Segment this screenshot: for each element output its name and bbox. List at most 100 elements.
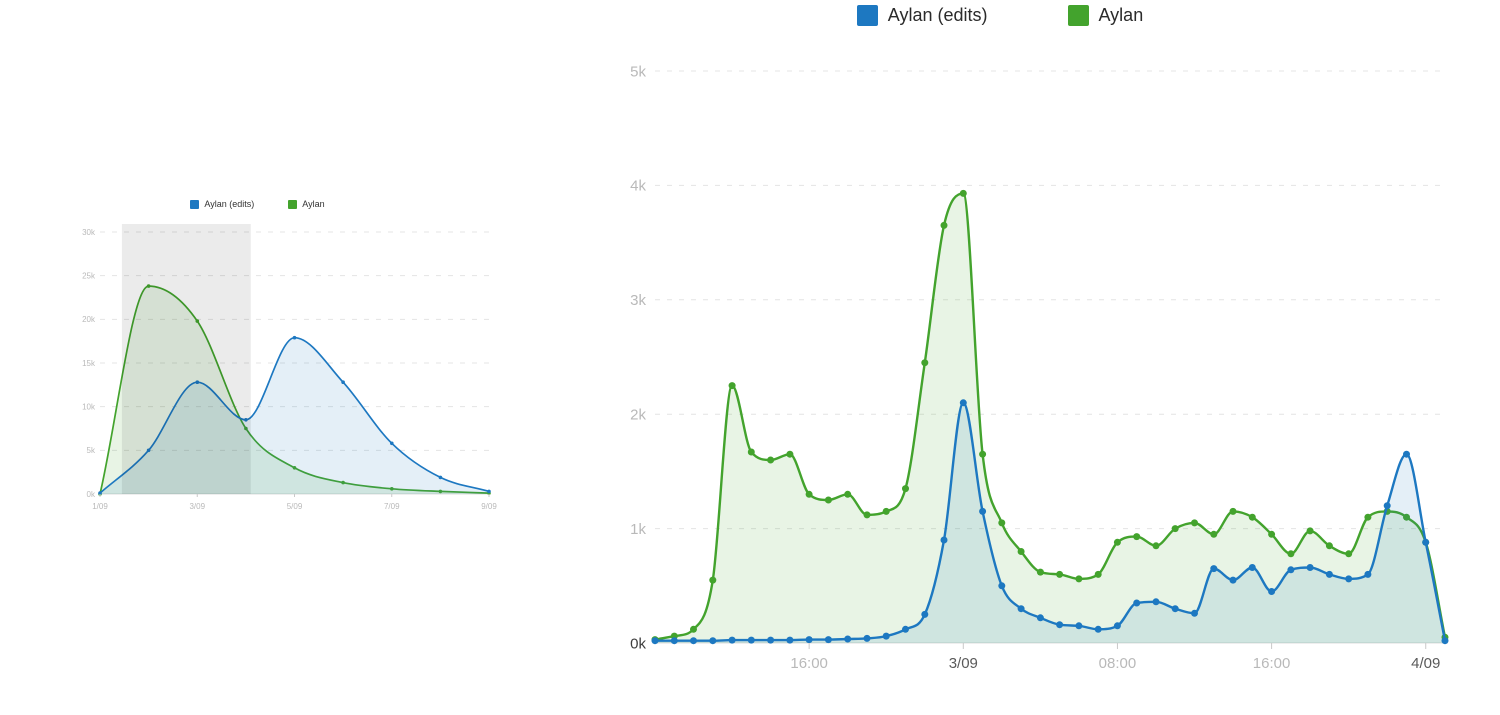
data-point-aylan-edits[interactable] <box>709 637 717 645</box>
data-point-aylan-edits[interactable] <box>1191 609 1198 617</box>
data-point-aylan-edits[interactable] <box>690 637 697 645</box>
data-point-aylan-edits[interactable] <box>1287 566 1295 574</box>
data-point-aylan[interactable] <box>244 426 248 431</box>
data-point-aylan-edits[interactable] <box>1210 565 1218 573</box>
data-point-aylan-edits[interactable] <box>1306 564 1314 571</box>
data-point-aylan-edits[interactable] <box>998 582 1006 590</box>
data-point-aylan[interactable] <box>1268 530 1276 538</box>
data-point-aylan[interactable] <box>1210 530 1218 538</box>
data-point-aylan[interactable] <box>1171 525 1179 533</box>
data-point-aylan-edits[interactable] <box>767 636 775 644</box>
data-point-aylan-edits[interactable] <box>1325 570 1333 578</box>
data-point-aylan[interactable] <box>341 480 345 485</box>
data-point-aylan-edits[interactable] <box>438 475 443 480</box>
data-point-aylan[interactable] <box>979 450 987 458</box>
data-point-aylan[interactable] <box>1191 519 1198 527</box>
data-point-aylan-edits[interactable] <box>670 637 678 645</box>
data-point-aylan-edits[interactable] <box>390 441 394 446</box>
legend-item-aylan-edits-small[interactable]: Aylan (edits) <box>190 199 254 209</box>
data-point-aylan[interactable] <box>709 576 717 584</box>
data-point-aylan-edits[interactable] <box>651 637 659 645</box>
overview-chart[interactable]: 0k 5k 10k 15k 20k 25k 30k 1/09 3/09 5/09 7/09 9/09 <box>75 212 510 517</box>
data-point-aylan-edits[interactable] <box>1152 598 1160 606</box>
selection-brush[interactable] <box>121 224 251 494</box>
data-point-aylan-edits[interactable] <box>244 418 248 422</box>
data-point-aylan[interactable] <box>1403 513 1410 521</box>
data-point-aylan[interactable] <box>998 519 1006 527</box>
data-point-aylan[interactable] <box>1345 550 1353 558</box>
data-point-aylan[interactable] <box>959 189 967 197</box>
data-point-aylan-edits[interactable] <box>98 491 102 495</box>
data-point-aylan[interactable] <box>921 359 929 367</box>
data-point-aylan[interactable] <box>1133 533 1141 541</box>
data-point-aylan-edits[interactable] <box>1113 622 1121 630</box>
data-point-aylan[interactable] <box>195 319 200 323</box>
data-point-aylan[interactable] <box>940 221 948 229</box>
data-point-aylan-edits[interactable] <box>902 625 909 633</box>
data-point-aylan[interactable] <box>805 490 813 498</box>
legend-item-aylan-edits[interactable]: Aylan (edits) <box>856 5 988 26</box>
data-point-aylan-edits[interactable] <box>1248 564 1256 571</box>
legend-item-aylan[interactable]: Aylan <box>1067 5 1143 26</box>
data-point-aylan-edits[interactable] <box>1056 621 1064 629</box>
data-point-aylan[interactable] <box>1248 513 1256 521</box>
data-point-aylan-edits[interactable] <box>1171 605 1179 613</box>
data-point-aylan[interactable] <box>1094 570 1102 578</box>
data-point-aylan-edits[interactable] <box>292 335 297 340</box>
data-point-aylan-edits[interactable] <box>1094 625 1102 633</box>
data-point-aylan[interactable] <box>824 496 832 504</box>
detail-chart[interactable]: 0k 1k 2k 3k 4k 5k 16:00 3/09 08:00 16:00 4/09 <box>600 0 1470 700</box>
data-point-aylan-edits[interactable] <box>979 507 987 515</box>
data-point-aylan[interactable] <box>1287 550 1295 558</box>
data-point-aylan[interactable] <box>1364 513 1372 521</box>
data-point-aylan[interactable] <box>767 456 775 464</box>
data-point-aylan[interactable] <box>786 450 794 458</box>
data-point-aylan[interactable] <box>146 284 151 288</box>
data-point-aylan-edits[interactable] <box>1017 605 1025 613</box>
data-point-aylan[interactable] <box>747 448 755 456</box>
data-point-aylan-edits[interactable] <box>747 636 755 644</box>
data-point-aylan-edits[interactable] <box>1268 588 1276 595</box>
data-point-aylan-edits[interactable] <box>1075 622 1083 630</box>
data-point-aylan-edits[interactable] <box>195 380 200 384</box>
data-point-aylan-edits[interactable] <box>921 610 929 618</box>
data-point-aylan-edits[interactable] <box>882 632 890 640</box>
data-point-aylan-edits[interactable] <box>1229 576 1237 584</box>
data-point-aylan[interactable] <box>863 511 871 519</box>
data-point-aylan[interactable] <box>390 487 394 491</box>
data-point-aylan-edits[interactable] <box>844 635 852 643</box>
data-point-aylan-edits[interactable] <box>1403 450 1410 458</box>
data-point-aylan[interactable] <box>292 466 297 470</box>
data-point-aylan[interactable] <box>1036 568 1044 576</box>
legend-item-aylan-small[interactable]: Aylan <box>288 199 325 209</box>
data-point-aylan[interactable] <box>882 507 890 515</box>
data-point-aylan-edits[interactable] <box>786 636 794 644</box>
data-point-aylan[interactable] <box>844 490 852 498</box>
data-point-aylan-edits[interactable] <box>1345 575 1353 583</box>
data-point-aylan-edits[interactable] <box>341 380 345 384</box>
data-point-aylan[interactable] <box>438 489 443 494</box>
data-point-aylan-edits[interactable] <box>1133 599 1141 607</box>
data-point-aylan-edits[interactable] <box>805 636 813 644</box>
data-point-aylan-edits[interactable] <box>1383 502 1391 510</box>
data-point-aylan[interactable] <box>1075 575 1083 583</box>
data-point-aylan-edits[interactable] <box>146 448 151 453</box>
data-point-aylan-edits[interactable] <box>940 536 948 544</box>
data-point-aylan-edits[interactable] <box>959 399 967 407</box>
data-point-aylan[interactable] <box>1229 507 1237 515</box>
data-point-aylan[interactable] <box>902 485 909 493</box>
data-point-aylan[interactable] <box>1325 542 1333 550</box>
data-point-aylan[interactable] <box>1056 570 1064 578</box>
data-point-aylan-edits[interactable] <box>1036 614 1044 622</box>
data-point-aylan-edits[interactable] <box>1364 570 1372 578</box>
data-point-aylan-edits[interactable] <box>487 489 491 494</box>
data-point-aylan-edits[interactable] <box>728 636 736 644</box>
data-point-aylan[interactable] <box>690 625 697 633</box>
data-point-aylan[interactable] <box>1113 538 1121 546</box>
data-point-aylan[interactable] <box>728 382 736 390</box>
data-point-aylan[interactable] <box>1306 527 1314 535</box>
data-point-aylan[interactable] <box>1017 548 1025 555</box>
data-point-aylan-edits[interactable] <box>1441 637 1449 645</box>
data-point-aylan-edits[interactable] <box>824 636 832 644</box>
data-point-aylan-edits[interactable] <box>863 634 871 642</box>
